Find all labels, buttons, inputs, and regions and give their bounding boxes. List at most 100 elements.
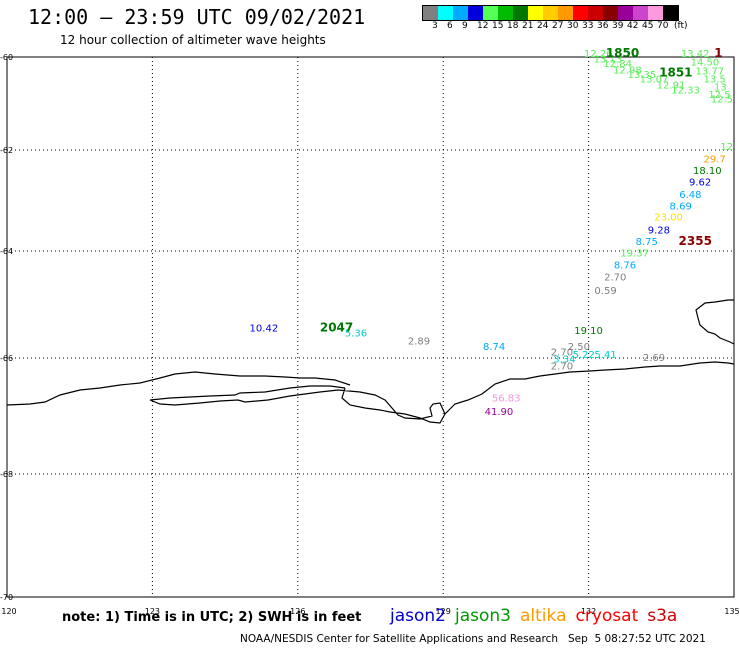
color-scale-label: 9 — [462, 21, 468, 31]
pass-time-label: 2047 — [320, 320, 353, 334]
wave-height-label: 8.75 — [636, 237, 658, 248]
color-scale-label: 27 — [552, 21, 564, 31]
color-scale-label: 12 — [477, 21, 489, 31]
wave-height-label: 0.59 — [594, 286, 616, 297]
lon-tick-label: 120 — [1, 607, 16, 616]
wave-height-label: 12.33 — [671, 85, 700, 96]
wave-height-label: 3.34 — [553, 355, 575, 366]
wave-height-label: 14.50 — [691, 57, 720, 68]
color-scale-label: 6 — [447, 21, 453, 31]
wave-height-label: 29.7 — [703, 155, 725, 166]
color-swatch — [573, 6, 588, 20]
wave-height-label: 41.90 — [485, 407, 514, 418]
color-scale-label: 33 — [582, 21, 594, 31]
lat-tick-label: -70 — [0, 593, 13, 602]
lon-tick-label: 126 — [290, 607, 305, 616]
color-scale-label: 24 — [537, 21, 549, 31]
lon-tick-label: 135 — [724, 607, 739, 616]
lat-tick-label: -60 — [0, 53, 13, 62]
color-scale-label: (ft) — [674, 21, 688, 31]
color-swatch — [618, 6, 633, 20]
color-swatch — [438, 6, 453, 20]
color-scale-label: 30 — [567, 21, 579, 31]
map-subtitle: 12 hour collection of altimeter wave hei… — [60, 33, 326, 47]
satellite-legend-item: jason3 — [455, 606, 511, 626]
wave-height-label: 12.5 — [708, 90, 730, 101]
color-scale — [422, 5, 679, 21]
footer-credit: NOAA/NESDIS Center for Satellite Applica… — [240, 633, 706, 645]
color-swatch — [543, 6, 558, 20]
wave-height-label: 19.37 — [620, 248, 649, 259]
wave-height-label: 12.26 — [584, 49, 613, 60]
color-scale-label: 36 — [597, 21, 609, 31]
satellite-legend-item: s3a — [647, 606, 678, 626]
satellite-legend-item: cryosat — [575, 606, 639, 626]
graticule — [7, 57, 734, 597]
wave-height-label: 13.07 — [640, 75, 669, 86]
wave-height-label: 2.89 — [408, 337, 430, 348]
wave-height-label: 9.62 — [689, 177, 711, 188]
map-title: 12:00 – 23:59 UTC 09/02/2021 — [28, 5, 366, 29]
color-scale-label: 18 — [507, 21, 519, 31]
lat-tick-label: -64 — [0, 247, 13, 256]
plot-frame — [6, 56, 735, 598]
wave-height-label: 12.91 — [657, 81, 686, 92]
wave-height-label: 12.5 — [711, 95, 733, 106]
coastline — [6, 299, 735, 424]
color-scale-label: 39 — [612, 21, 624, 31]
color-scale-label: 70 — [657, 21, 669, 31]
wave-height-label: 8.69 — [670, 202, 692, 213]
lon-tick-label: 129 — [436, 607, 451, 616]
wave-height-label: 13.5 — [703, 75, 725, 86]
color-swatch — [663, 6, 678, 20]
wave-height-label: 10.42 — [250, 323, 279, 334]
color-swatch — [648, 6, 663, 20]
wave-height-label: 18.10 — [693, 166, 722, 177]
pass-time-label: 2355 — [679, 234, 712, 248]
wave-height-label: 6.48 — [679, 190, 701, 201]
wave-height-label: 12.84 — [603, 59, 632, 70]
color-scale-label: 45 — [642, 21, 654, 31]
color-swatch — [603, 6, 618, 20]
latitude-labels: -60 -62 -64 -66 -68 -70 — [0, 53, 13, 602]
wave-height-label: 12 — [720, 142, 733, 153]
satellite-legend-item: altika — [520, 606, 567, 626]
wave-height-label: 56.83 — [492, 394, 521, 405]
footer-note: note: 1) Time is in UTC; 2) SWH is in fe… — [62, 610, 362, 625]
wave-height-label: 5.22 — [573, 350, 595, 361]
color-swatch — [513, 6, 528, 20]
pass-time-label: 1850 — [606, 46, 639, 60]
color-swatch — [633, 6, 648, 20]
wave-height-observations: 12.2613.1312.8412.9813.3513.0712.9112.33… — [250, 49, 734, 418]
lon-tick-label: 132 — [581, 607, 596, 616]
wave-height-label: 13.77 — [695, 67, 724, 78]
wave-height-label: 19.10 — [574, 326, 603, 337]
wave-height-label: 2.70 — [604, 272, 626, 283]
color-swatch — [453, 6, 468, 20]
wave-height-label: 13.13 — [594, 55, 623, 66]
lat-tick-label: -62 — [0, 146, 13, 155]
color-swatch — [483, 6, 498, 20]
satellite-legend: jason2 jason3 altika cryosat s3a — [390, 606, 686, 626]
color-scale-label: 15 — [492, 21, 504, 31]
color-swatch — [558, 6, 573, 20]
color-scale-label: 3 — [432, 21, 438, 31]
wave-height-label: 23.00 — [654, 213, 683, 224]
wave-height-label: 2.70 — [551, 347, 573, 358]
color-swatch — [498, 6, 513, 20]
wave-height-label: 5.36 — [345, 329, 367, 340]
lon-tick-label: 123 — [145, 607, 160, 616]
pass-time-label: 1 — [714, 46, 722, 60]
lat-tick-label: -66 — [0, 354, 13, 363]
color-swatch — [588, 6, 603, 20]
wave-height-label: 5.41 — [594, 350, 616, 361]
wave-height-label: 8.74 — [483, 342, 505, 353]
lat-tick-label: -68 — [0, 470, 13, 479]
longitude-labels: 120 123 126 129 132 135 — [1, 607, 739, 616]
wave-height-label: 2.69 — [643, 353, 665, 364]
wave-height-label: 2.50 — [568, 342, 590, 353]
wave-height-label: 13 — [714, 82, 727, 93]
color-swatch — [423, 6, 438, 20]
color-swatch — [528, 6, 543, 20]
